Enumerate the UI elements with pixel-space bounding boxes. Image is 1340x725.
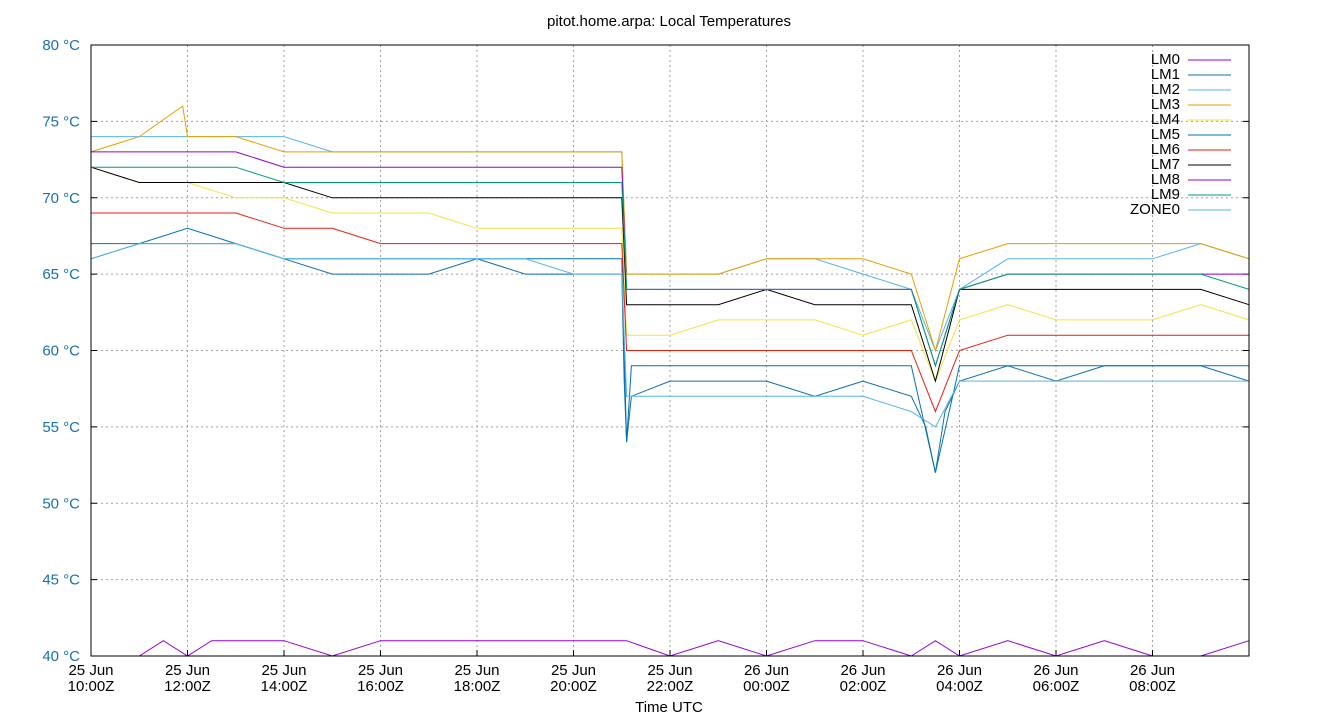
x-tick-label-time: 06:00Z — [1033, 678, 1080, 695]
x-tick-label-time: 16:00Z — [357, 678, 404, 695]
x-tick-label-time: 18:00Z — [454, 678, 501, 695]
x-tick-label-date: 25 Jun — [454, 662, 499, 679]
y-tick-label: 70 °C — [42, 190, 80, 207]
y-tick-label: 60 °C — [42, 343, 80, 360]
y-tick-label: 65 °C — [42, 266, 80, 283]
series-line-lm9 — [91, 166, 1250, 368]
legend-label: LM2 — [1151, 81, 1180, 98]
x-tick-label-time: 02:00Z — [840, 678, 887, 695]
legend-label: LM7 — [1151, 156, 1180, 173]
y-tick-label: 40 °C — [42, 648, 80, 665]
x-tick-label-date: 26 Jun — [1033, 662, 1078, 679]
x-tick-label-date: 25 Jun — [261, 662, 306, 679]
series-line-lm7 — [90, 166, 1250, 383]
legend-label: LM8 — [1151, 171, 1180, 188]
x-tick-label-time: 04:00Z — [936, 678, 983, 695]
x-tick-label-date: 26 Jun — [744, 662, 789, 679]
legend-label: ZONE0 — [1130, 201, 1180, 218]
y-tick-label: 80 °C — [42, 37, 80, 54]
grid — [91, 45, 1249, 656]
x-tick-label-time: 20:00Z — [550, 678, 597, 695]
y-tick-label: 55 °C — [42, 419, 80, 436]
plot-border — [90, 44, 1250, 657]
x-tick-label-date: 25 Jun — [68, 662, 113, 679]
x-tick-label-date: 25 Jun — [165, 662, 210, 679]
chart-title: pitot.home.arpa: Local Temperatures — [547, 13, 791, 30]
legend-label: LM3 — [1151, 96, 1180, 113]
series-line-lm6 — [91, 212, 1249, 413]
x-tick-label-date: 26 Jun — [840, 662, 885, 679]
legend-label: LM6 — [1151, 141, 1180, 158]
x-tick-label-date: 25 Jun — [647, 662, 692, 679]
legend-label: LM5 — [1151, 126, 1180, 143]
x-tick-label-time: 08:00Z — [1129, 678, 1176, 695]
legend-label: LM0 — [1151, 51, 1180, 68]
x-tick-label-time: 12:00Z — [164, 678, 211, 695]
series-line-lm1 — [90, 243, 1250, 473]
y-tick-label: 75 °C — [42, 113, 80, 130]
legend-label: LM4 — [1151, 111, 1180, 128]
x-tick-label-time: 22:00Z — [647, 678, 694, 695]
series-line-lm4 — [90, 166, 1250, 383]
x-axis-label: Time UTC — [635, 699, 703, 716]
x-tick-label-time: 00:00Z — [743, 678, 790, 695]
series-line-lm0 — [91, 640, 1250, 657]
x-tick-label-date: 25 Jun — [358, 662, 403, 679]
legend-label: LM9 — [1151, 186, 1180, 203]
series-line-lm3 — [90, 105, 1250, 353]
series-lines — [90, 105, 1250, 657]
x-tick-label-date: 26 Jun — [937, 662, 982, 679]
y-tick-label: 50 °C — [42, 495, 80, 512]
x-tick-label-time: 14:00Z — [261, 678, 308, 695]
x-tick-label-date: 26 Jun — [1130, 662, 1175, 679]
y-tick-label: 45 °C — [42, 572, 80, 589]
legend-label: LM1 — [1151, 66, 1180, 83]
x-tick-label-date: 25 Jun — [551, 662, 596, 679]
y-axis: 40 °C 45 °C 50 °C 55 °C 60 °C 65 °C 70 °C 75 °C… — [42, 37, 1249, 665]
series-line-zone0 — [90, 243, 1249, 428]
x-tick-label-time: 10:00Z — [68, 678, 115, 695]
